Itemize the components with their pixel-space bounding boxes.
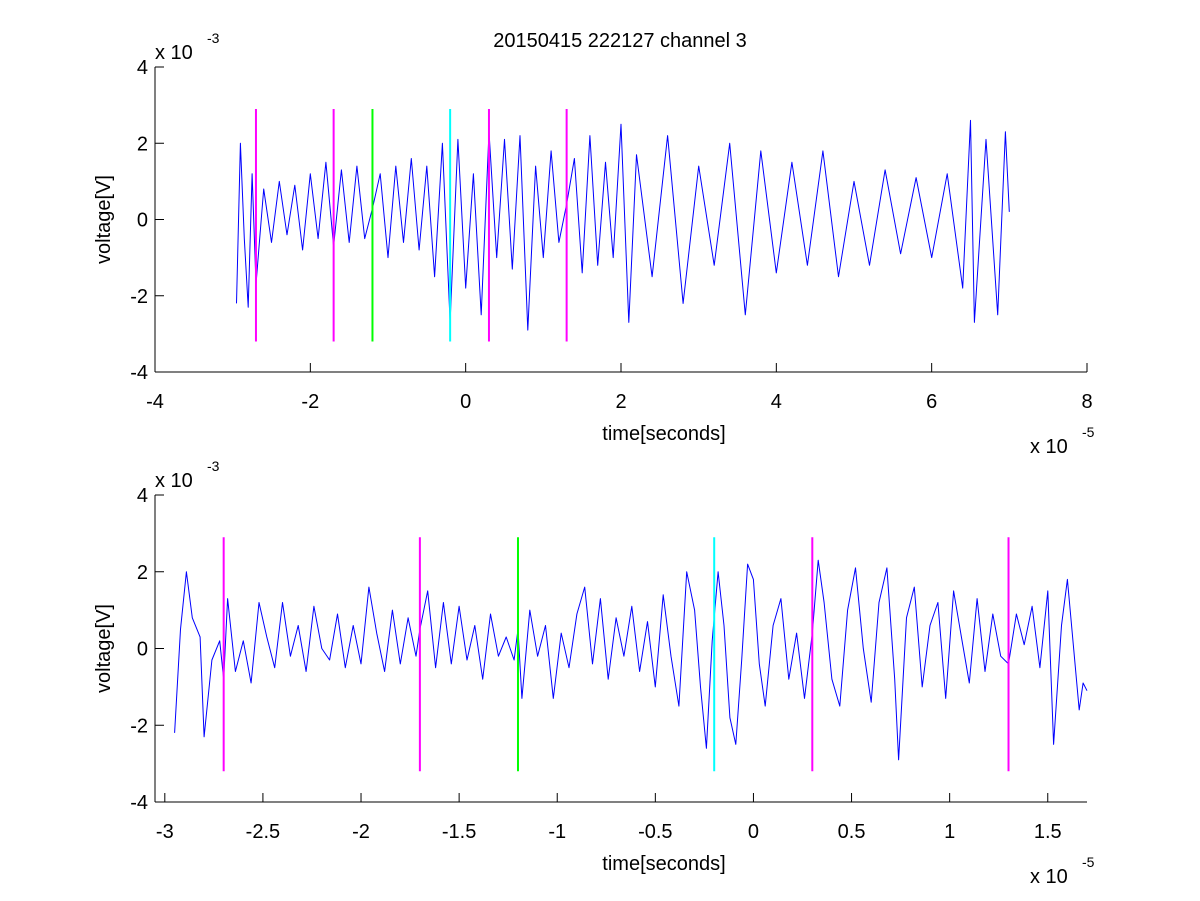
x-tick-label: 4 xyxy=(771,391,782,413)
y-exponent-label: x 10 xyxy=(155,470,193,492)
y-tick-label: 4 xyxy=(137,57,148,79)
x-tick-label: 2 xyxy=(615,391,626,413)
y-tick-label: -2 xyxy=(130,715,148,737)
x-tick-label: 0 xyxy=(748,821,759,843)
signal-line xyxy=(174,559,1088,761)
y-tick-label: -4 xyxy=(130,792,148,814)
y-exponent-label: x 10 xyxy=(155,42,193,64)
x-tick-label: -4 xyxy=(146,391,164,413)
x-tick-label: -1.5 xyxy=(442,821,476,843)
y-exponent-value: -3 xyxy=(207,30,220,46)
x-exponent-value: -5 xyxy=(1082,854,1095,870)
x-axis-label: time[seconds] xyxy=(602,853,725,875)
x-tick-label: -3 xyxy=(156,821,174,843)
y-tick-label: -2 xyxy=(130,286,148,308)
y-tick-label: 4 xyxy=(137,485,148,507)
top-plot: -4 -2 0 2 4 6 8 -4 -2 0 2 4 time[seconds] voltage[V] x… xyxy=(93,30,1095,458)
x-tick-label: -1 xyxy=(548,821,566,843)
x-tick-label: 6 xyxy=(926,391,937,413)
signal-line xyxy=(236,119,1010,331)
y-exponent-value: -3 xyxy=(207,458,220,474)
bottom-plot: -3 -2.5 -2 -1.5 -1 -0.5 0 0.5 1 1.5 -4 -2 0 2 4 time[se… xyxy=(93,458,1095,888)
y-tick-label: 2 xyxy=(137,133,148,155)
y-tick-label: -4 xyxy=(130,362,148,384)
y-tick-label: 2 xyxy=(137,562,148,584)
y-axis-label: voltage[V] xyxy=(93,604,115,693)
x-tick-label: 8 xyxy=(1081,391,1092,413)
x-exponent-value: -5 xyxy=(1082,424,1095,440)
x-exponent-label: x 10 xyxy=(1030,866,1068,888)
x-tick-label: -2.5 xyxy=(246,821,280,843)
x-axis-label: time[seconds] xyxy=(602,423,725,445)
x-tick-label: -2 xyxy=(301,391,319,413)
y-axis-label: voltage[V] xyxy=(93,175,115,264)
x-tick-label: -2 xyxy=(352,821,370,843)
x-tick-label: -0.5 xyxy=(638,821,672,843)
y-tick-label: 0 xyxy=(137,639,148,661)
x-tick-label: 1.5 xyxy=(1034,821,1062,843)
x-exponent-label: x 10 xyxy=(1030,436,1068,458)
y-tick-label: 0 xyxy=(137,210,148,232)
x-tick-label: 1 xyxy=(944,821,955,843)
x-tick-label: 0 xyxy=(460,391,471,413)
figure-title: 20150415 222127 channel 3 xyxy=(493,30,747,52)
x-tick-label: 0.5 xyxy=(838,821,866,843)
